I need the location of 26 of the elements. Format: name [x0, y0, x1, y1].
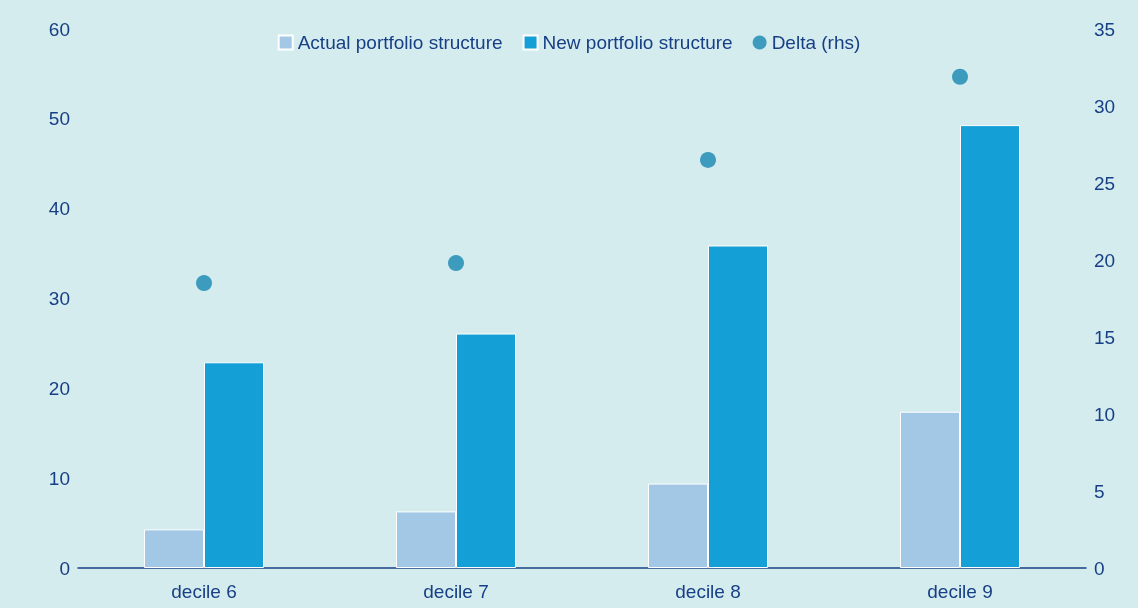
y-tick-label: 40	[48, 198, 70, 220]
legend-label: New portfolio structure	[542, 32, 733, 53]
y2-tick-label: 35	[1094, 18, 1116, 40]
y2-tick-label: 0	[1094, 557, 1105, 579]
y-tick-label: 60	[48, 18, 70, 40]
point	[196, 275, 212, 292]
y2-tick-label: 10	[1094, 403, 1116, 425]
y-tick-label: 20	[48, 377, 70, 399]
x-tick-label: decile 9	[927, 581, 993, 602]
x-tick-label: decile 7	[423, 581, 489, 602]
y2-tick-label: 30	[1094, 95, 1116, 117]
y-tick-label: 30	[48, 288, 70, 309]
y-tick-label: 0	[59, 557, 70, 579]
legend-label: Delta (rhs)	[771, 32, 861, 53]
y-tick-label: 10	[48, 467, 70, 489]
y2-tick-label: 20	[1094, 249, 1116, 271]
y2-tick-label: 15	[1094, 326, 1116, 348]
x-tick-label: decile 8	[675, 581, 741, 602]
point	[448, 255, 464, 272]
y2-tick-label: 25	[1094, 172, 1116, 194]
x-tick-label: decile 6	[171, 581, 237, 602]
point	[700, 151, 716, 168]
y2-tick-label: 5	[1094, 480, 1105, 502]
point	[952, 68, 968, 85]
legend-label: Actual portfolio structure	[297, 32, 503, 53]
y-tick-label: 50	[48, 108, 70, 130]
